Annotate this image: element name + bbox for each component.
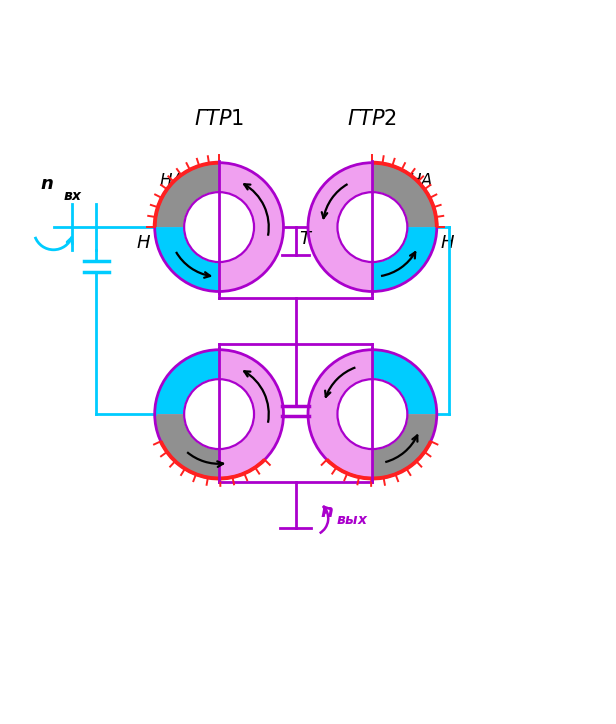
- Wedge shape: [184, 227, 219, 262]
- Wedge shape: [184, 192, 219, 227]
- Circle shape: [184, 192, 254, 262]
- Wedge shape: [373, 414, 437, 479]
- Circle shape: [184, 379, 254, 449]
- Text: $\it{Н}$: $\it{Н}$: [440, 234, 455, 252]
- Wedge shape: [155, 163, 219, 227]
- Text: $\it{ГТР2}$: $\it{ГТР2}$: [347, 109, 397, 129]
- Wedge shape: [155, 350, 219, 414]
- Text: $\it{НА}$: $\it{НА}$: [408, 172, 432, 190]
- Circle shape: [338, 192, 407, 262]
- Wedge shape: [155, 414, 219, 479]
- Text: $\it{НА}$: $\it{НА}$: [159, 172, 184, 190]
- Text: $\bfit{вх}$: $\bfit{вх}$: [63, 188, 83, 203]
- Wedge shape: [184, 414, 219, 449]
- Wedge shape: [373, 192, 407, 227]
- Wedge shape: [373, 227, 407, 262]
- Text: $\bfit{вых}$: $\bfit{вых}$: [336, 513, 368, 527]
- Wedge shape: [373, 163, 437, 227]
- Text: $\it{Н}$: $\it{Н}$: [136, 234, 152, 252]
- Wedge shape: [184, 379, 219, 414]
- Wedge shape: [155, 227, 219, 292]
- Wedge shape: [373, 379, 407, 414]
- Wedge shape: [373, 350, 437, 414]
- Text: $\bfit{n}$: $\bfit{n}$: [41, 175, 54, 193]
- Text: $\bfit{n}$: $\bfit{n}$: [320, 503, 334, 521]
- Text: $\it{T}$: $\it{T}$: [299, 230, 313, 248]
- Text: $\it{ГТР1}$: $\it{ГТР1}$: [194, 109, 245, 129]
- Wedge shape: [373, 414, 407, 449]
- Circle shape: [338, 379, 407, 449]
- Wedge shape: [373, 227, 437, 292]
